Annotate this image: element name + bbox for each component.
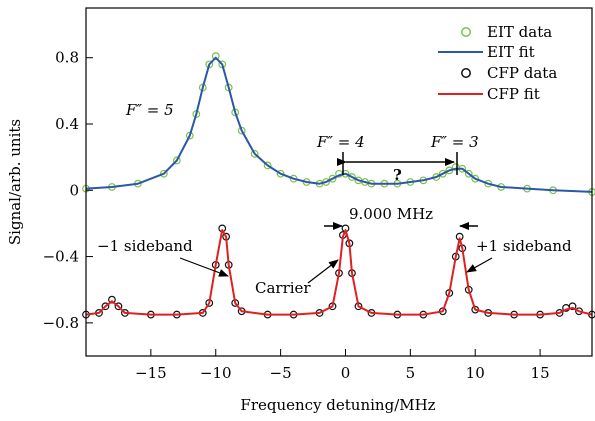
annotation-9mhz: 9.000 MHz: [349, 205, 433, 223]
tick-layer: −15 −10 −5 0 5 10 15 −0.8 −0.4 0 0.4 0.8: [43, 49, 550, 382]
eit-data-point: [172, 156, 181, 165]
eit-data-point: [211, 52, 220, 60]
x-tick-label: 10: [466, 364, 485, 382]
annotations: F″ = 5 F″ = 4 F″ = 3 ? 9.000 MHz −1 side…: [97, 101, 572, 297]
x-tick-label: −5: [270, 364, 292, 382]
x-tick-label: −15: [135, 364, 167, 382]
legend-eit-data-marker: [461, 27, 471, 37]
annotation-minus-sideband: −1 sideband: [97, 237, 193, 255]
y-tick-label: −0.8: [43, 314, 79, 332]
eit-data-point: [438, 169, 447, 178]
y-tick-label: 0: [69, 181, 79, 199]
x-tick-label: −10: [200, 364, 232, 382]
y-tick-label: 0.8: [55, 49, 79, 67]
arrow-plus-sideband: [466, 257, 493, 273]
cfp-data-point: [101, 302, 110, 311]
x-axis-title: Frequency detuning/MHz: [240, 396, 435, 414]
y-axis-title: Signal/arb. units: [6, 119, 24, 245]
eit-data-point: [263, 161, 272, 170]
annotation-f3: F″ = 3: [430, 133, 479, 151]
arrow-minus-sideband: [179, 257, 229, 277]
eit-data-point: [328, 174, 337, 183]
eit-data-point: [276, 169, 285, 178]
legend-cfp-data-label: CFP data: [487, 64, 557, 82]
eit-data-point: [250, 149, 259, 158]
cfp-fit-line: [85, 229, 593, 316]
legend-eit-data-label: EIT data: [487, 23, 552, 41]
annotation-question-mark: ?: [393, 166, 402, 184]
x-tick-label: 5: [406, 364, 416, 382]
annotation-f4: F″ = 4: [316, 133, 365, 151]
eit-data-point: [348, 173, 356, 181]
annotation-carrier: Carrier: [255, 279, 311, 297]
y-tick-label: 0.4: [55, 115, 79, 133]
annotation-plus-sideband: +1 sideband: [476, 237, 572, 255]
legend-cfp-data-marker: [461, 68, 471, 78]
eit-data-point: [464, 169, 473, 178]
eit-fit-line: [85, 56, 593, 193]
legend-eit-fit-label: EIT fit: [487, 43, 535, 61]
cfp-data-point: [108, 295, 116, 304]
legend-cfp-fit-label: CFP fit: [487, 85, 540, 103]
eit-data-point: [159, 169, 168, 178]
arrow-carrier: [307, 259, 339, 284]
cfp-data-point: [568, 302, 577, 311]
x-tick-label: 15: [531, 364, 550, 382]
series-layer: [82, 52, 595, 319]
plot-frame: [85, 7, 593, 357]
annotation-f5: F″ = 5: [125, 101, 174, 119]
x-tick-label: 0: [341, 364, 351, 382]
eit-data-point: [471, 174, 480, 183]
axis-layer: [85, 7, 593, 357]
legend: EIT data EIT fit CFP data CFP fit: [438, 23, 557, 103]
cfp-data-point: [114, 302, 123, 311]
y-tick-label: −0.4: [43, 248, 79, 266]
eit-data-point: [237, 126, 246, 135]
